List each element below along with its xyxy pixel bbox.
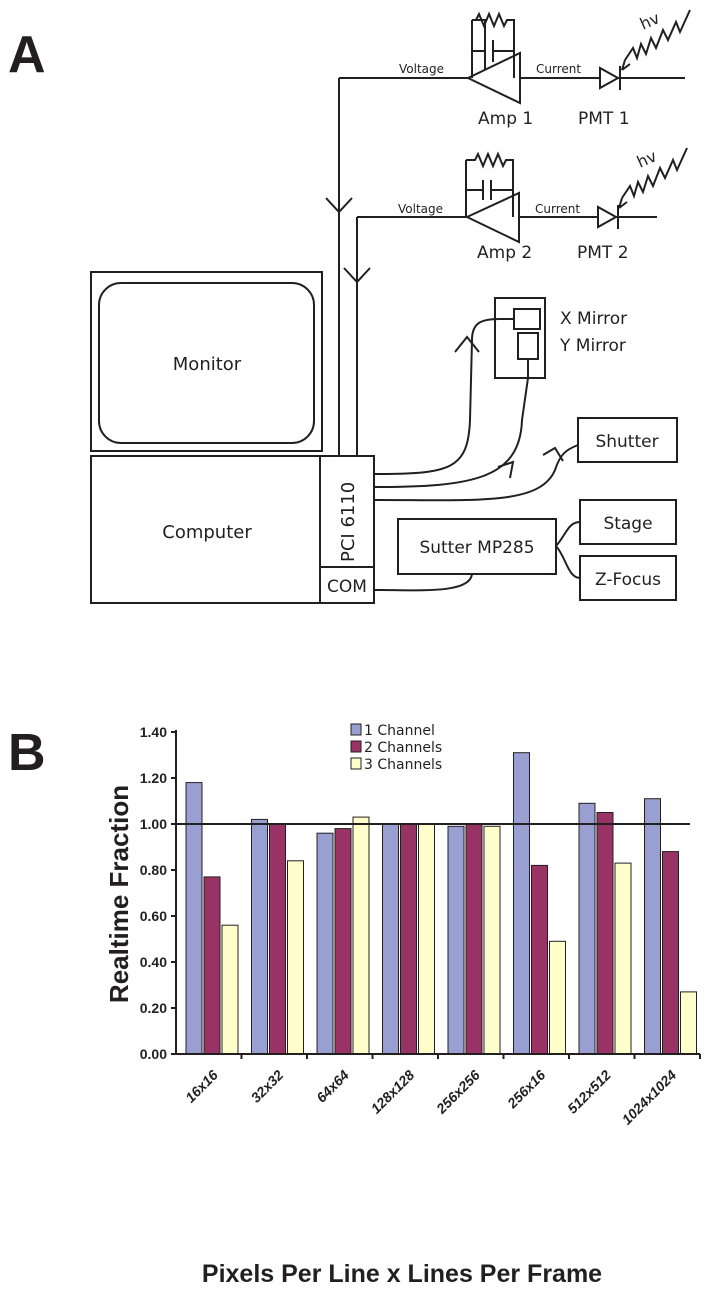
monitor-screen [98,282,315,444]
legend-label: 1 Channel [364,723,435,739]
current-label-2: Current [535,202,580,216]
stage-link [555,521,581,547]
computer-box [90,455,375,604]
bar-256x16-2 [531,864,548,1055]
y-mirror-arrow [497,460,515,479]
bar-64x64-3 [352,816,370,1055]
bar-256x256-1 [447,825,465,1055]
com-cable [373,573,473,592]
panel-a-letter: A [8,26,46,84]
bar-32x32-3 [287,860,304,1055]
x-tick-label: 128x128 [368,1067,418,1117]
monitor-frame [90,271,323,452]
y-axis-title: Realtime Fraction [104,785,134,1003]
photon-wave-2 [621,147,688,200]
pmt1-diode [599,66,621,90]
zfocus-link [555,545,581,579]
x-tick-label: 512x512 [564,1067,614,1117]
bar-16x16-2 [203,876,221,1055]
legend-swatch [350,740,362,753]
sutter-label: Sutter MP285 [419,538,534,558]
shutter-cable [373,444,579,502]
bar-1024x1024-2 [662,851,679,1055]
voltage-label-2: Voltage [398,202,443,216]
amp1-label: Amp 1 [478,109,533,129]
bar-256x256-3 [483,825,501,1055]
pmt1-label: PMT 1 [578,109,630,129]
amp2-label: Amp 2 [477,243,532,263]
bar-32x32-1 [251,818,268,1055]
photon-wave-1 [624,9,691,62]
pmt2-label: PMT 2 [577,243,629,263]
monitor-label: Monitor [173,354,242,375]
bar-512x512-1 [578,802,596,1055]
bar-256x16-3 [549,940,566,1055]
legend-swatch [350,757,362,770]
bar-1024x1024-3 [680,991,697,1055]
bar-256x256-2 [465,823,483,1055]
bar-512x512-3 [614,862,632,1055]
bar-128x128-2 [400,823,417,1055]
bar-16x16-1 [185,782,203,1055]
y-tick-label: 0.60 [140,908,167,924]
panel-a-diagram: A [8,8,691,604]
bar-1024x1024-1 [644,798,661,1055]
current-label-1: Current [536,62,581,76]
y-tick-label: 0.40 [140,954,167,970]
bar-128x128-1 [382,823,399,1055]
legend-swatch [350,723,362,736]
x-tick-label: 256x16 [503,1067,548,1112]
x-mirror-cable [373,318,501,475]
zfocus-label: Z-Focus [595,570,661,590]
x-axis-title: Pixels Per Line x Lines Per Frame [202,1260,602,1288]
x-tick-label: 16x16 [182,1067,221,1106]
mirror-box [494,297,546,379]
y-mirror-block [517,332,539,360]
x-tick-label: 1024x1024 [619,1067,680,1128]
pmt2-diode [597,205,619,229]
bar-256x16-1 [513,752,530,1055]
stage-label: Stage [603,514,652,534]
amp1-symbol [339,11,685,105]
y-mirror-label: Y Mirror [559,336,626,356]
hv-label-2: hv [634,146,660,171]
y-mirror-cable [373,377,529,488]
bar-128x128-3 [418,823,435,1055]
voltage-label-1: Voltage [399,62,444,76]
shutter-box [577,417,678,463]
hv-label-1: hv [637,8,663,33]
y-tick-label: 1.20 [140,770,167,786]
y-tick-label: 0.80 [140,862,167,878]
bar-64x64-1 [316,832,334,1055]
y-tick-label: 0.00 [140,1046,167,1062]
signal-arrow-2 [343,267,371,284]
computer-label: Computer [162,522,252,543]
x-tick-label: 32x32 [248,1067,287,1106]
panel-b-letter: B [8,724,46,782]
bar-64x64-2 [334,828,352,1055]
x-mirror-label: X Mirror [560,309,627,329]
shutter-arrow [542,446,564,462]
shutter-label: Shutter [595,432,658,452]
pci-label: PCI 6110 [338,482,359,562]
y-tick-label: 1.40 [140,724,167,740]
amp2-symbol [357,151,657,244]
bar-16x16-3 [221,924,239,1055]
bar-512x512-2 [596,812,614,1055]
x-mirror-block [513,308,541,330]
legend-label: 2 Channels [364,740,442,756]
legend-label: 3 Channels [364,757,442,773]
bar-32x32-2 [269,823,286,1055]
com-label: COM [327,577,367,597]
y-tick-label: 1.00 [140,816,167,832]
y-tick-label: 0.20 [140,1000,167,1016]
signal-arrow-1 [325,197,353,214]
x-mirror-arrow [454,335,480,353]
x-tick-label: 64x64 [313,1067,352,1106]
x-tick-label: 256x256 [432,1067,483,1118]
